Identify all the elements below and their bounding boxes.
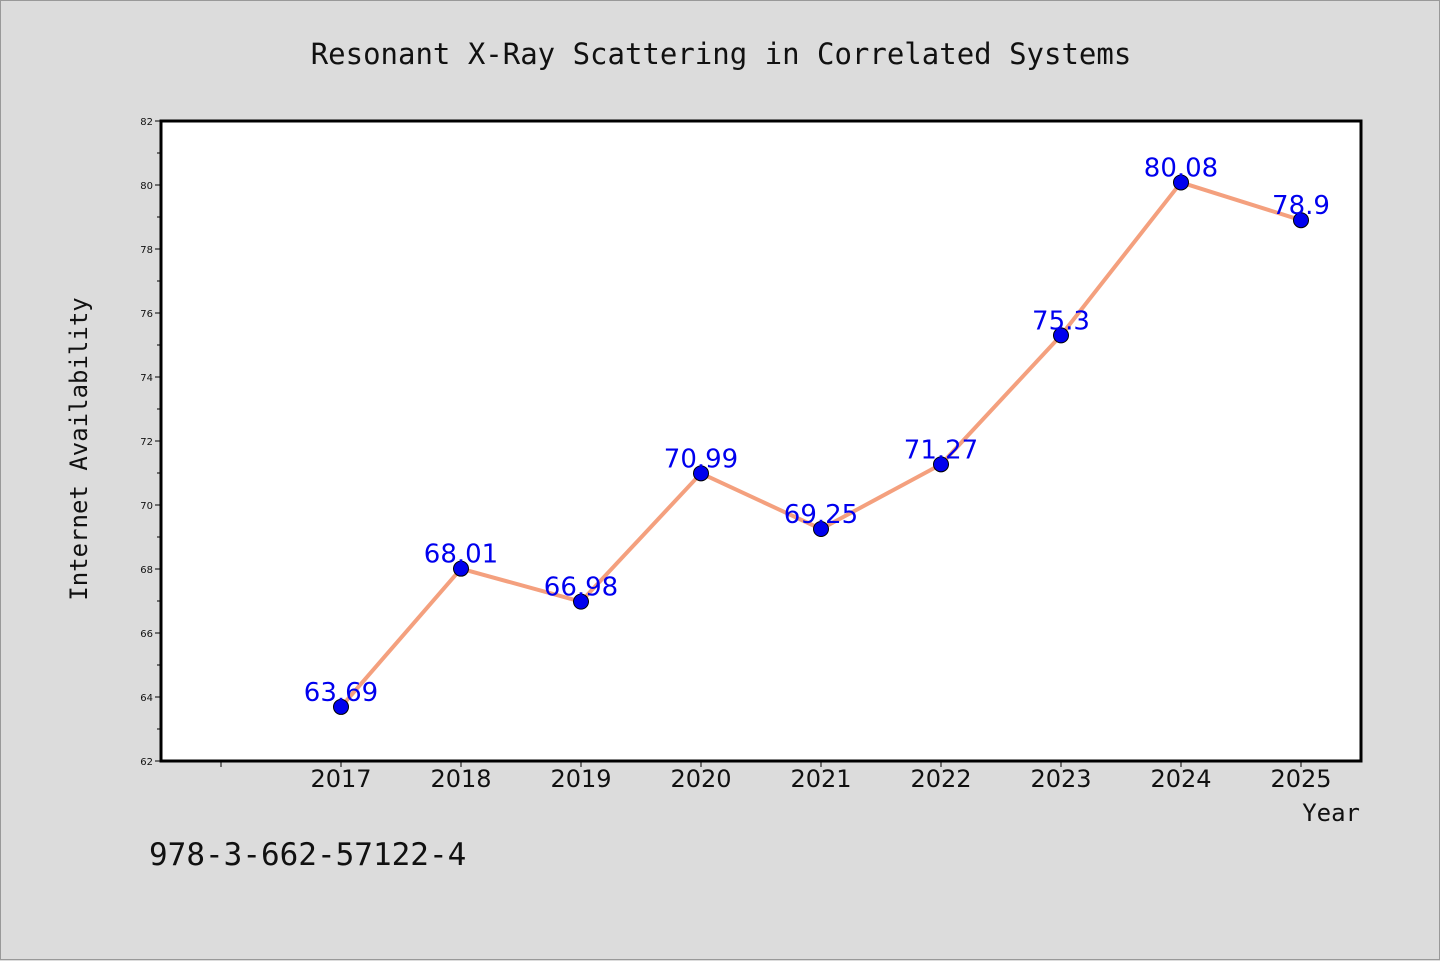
x-tick-label: 2020 <box>670 765 731 793</box>
y-tick-label: 70 <box>140 501 153 512</box>
data-point <box>1293 212 1309 229</box>
y-tick-label: 76 <box>140 309 153 320</box>
data-point <box>933 456 949 473</box>
y-tick-label: 68 <box>140 565 153 576</box>
x-tick-label: 2018 <box>430 765 491 793</box>
y-tick-label: 82 <box>140 117 153 128</box>
y-tick-label: 64 <box>140 693 153 704</box>
isbn-text: 978-3-662-57122-4 <box>149 837 466 873</box>
x-axis-label: Year <box>1302 799 1360 827</box>
data-point <box>333 698 349 715</box>
x-tick-label: 2022 <box>910 765 971 793</box>
x-tick-label: 2017 <box>310 765 371 793</box>
x-tick-label: 2019 <box>550 765 611 793</box>
data-point <box>1053 327 1069 344</box>
y-tick-label: 62 <box>140 757 153 768</box>
y-tick-label: 66 <box>140 629 153 640</box>
data-point <box>1173 174 1189 191</box>
x-tick-label: 2021 <box>790 765 851 793</box>
data-label: 63.69 <box>304 678 378 708</box>
x-tick-label: 2024 <box>1150 765 1211 793</box>
plot-area <box>159 119 1363 763</box>
data-label: 71.27 <box>904 435 978 465</box>
y-tick-label: 72 <box>140 437 153 448</box>
data-label: 66.98 <box>544 573 618 603</box>
data-label: 75.3 <box>1032 306 1090 336</box>
data-label: 68.01 <box>424 540 498 570</box>
data-point <box>573 593 589 610</box>
data-label: 70.99 <box>664 444 738 474</box>
y-axis-label: Internet Availability <box>65 297 93 600</box>
x-axis: 2017 2018 2019 2020 2021 2022 2023 2024 2025 <box>220 761 1332 793</box>
data-labels: 63.69 68.01 66.98 70.99 69.25 71.27 75.3 80.08 7… <box>304 153 1330 707</box>
y-axis: 62 64 66 68 70 72 74 76 78 80 82 <box>140 117 161 768</box>
data-label: 80.08 <box>1144 153 1218 183</box>
x-tick-label: 2025 <box>1270 765 1331 793</box>
data-point <box>453 560 469 577</box>
data-label: 78.9 <box>1272 191 1330 221</box>
data-point <box>693 465 709 482</box>
y-tick-label: 74 <box>140 373 153 384</box>
x-tick-label: 2023 <box>1030 765 1091 793</box>
chart-title: Resonant X-Ray Scattering in Correlated … <box>311 37 1132 71</box>
y-tick-label: 78 <box>140 245 153 256</box>
data-point <box>813 521 829 537</box>
y-tick-label: 80 <box>140 181 153 192</box>
data-label: 69.25 <box>784 500 858 530</box>
series-markers <box>333 174 1309 715</box>
